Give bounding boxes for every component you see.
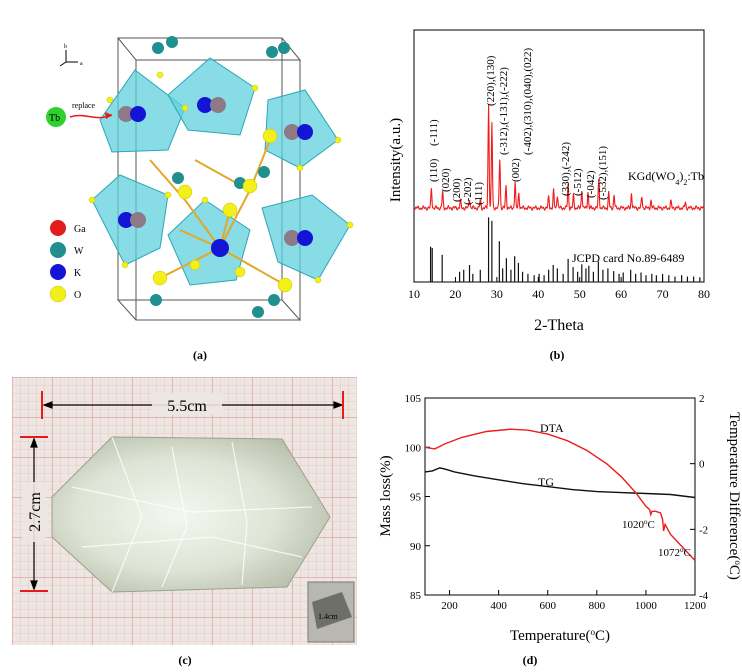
peak-220-130: (220),(130) <box>485 55 497 106</box>
height-label: 2.7cm <box>27 492 44 532</box>
caption-a: (a) <box>193 348 207 362</box>
panel-b-xrd-chart: 10 20 30 40 50 60 70 80 2-Theta Intensity(a.u.)… <box>370 0 742 345</box>
tg-line <box>424 467 696 499</box>
peak-m312: (-312),(-131),(-222) <box>498 67 510 155</box>
peak-m402: (-402),(310),(040),(022) <box>522 47 534 155</box>
replace-label: replace <box>72 101 96 110</box>
tg-y-tick-label: 100 <box>405 442 422 454</box>
legend-ga: Ga <box>74 224 86 235</box>
legend-o: O <box>74 290 81 301</box>
annot-1072: 1072oC <box>658 546 691 559</box>
tg-series-label: TG <box>538 475 554 489</box>
tg-y2-tick-label: -4 <box>699 590 709 602</box>
xrd-x-tick-label: 70 <box>657 287 669 301</box>
atom-legend: Ga W K O <box>49 220 86 303</box>
xrd-plot-frame <box>413 29 705 283</box>
tg-y2-axis-title: Temperature Difference(oC) <box>726 412 742 580</box>
xrd-card-series <box>429 217 701 282</box>
peak-111: (111) <box>473 182 485 205</box>
k-ga-atoms <box>118 97 313 257</box>
axis-a-label: a <box>80 61 83 67</box>
tg-dta-chart: 200 400 600 800 1000 1200 85 90 95 100 105 -4 -2 0 2… <box>378 393 742 644</box>
tg-y-tick-label: 85 <box>410 590 422 602</box>
crystal-photo: 5.5cm 2.7cm 1.4cm <box>12 377 357 645</box>
tb-replace-annotation: Tb replace <box>46 101 113 127</box>
tg-y2-axis: -4 -2 0 2 <box>690 393 709 602</box>
peak-m111: (-111) <box>428 119 440 146</box>
xrd-x-axis-title: 2-Theta <box>534 317 584 334</box>
panel-a-crystal-structure: b a <box>0 0 370 345</box>
peak-m512: (-512) <box>572 168 584 196</box>
peak-m042: (-042) <box>585 170 597 198</box>
panel-c-crystal-photo: 5.5cm 2.7cm 1.4cm <box>12 377 357 645</box>
xrd-card-label: JCPD card No.89-6489 <box>572 251 684 265</box>
crystal-structure-figure: b a <box>46 36 354 321</box>
tg-x-tick-label: 600 <box>539 600 556 612</box>
xrd-x-tick-label: 10 <box>408 287 420 301</box>
dta-line <box>424 428 696 561</box>
tg-x-tick-label: 1200 <box>684 600 707 612</box>
o-atoms <box>88 71 354 293</box>
xrd-chart: 10 20 30 40 50 60 70 80 2-Theta Intensity(a.u.)… <box>388 29 710 334</box>
peak-m532: (-532),(151) <box>597 146 609 200</box>
tg-x-tick-label: 800 <box>589 600 606 612</box>
peak-002: (002) <box>510 158 522 182</box>
tg-dta-series <box>424 428 696 561</box>
caption-c: (c) <box>178 653 192 667</box>
length-dimension <box>41 391 344 419</box>
xrd-sample-series <box>413 103 705 212</box>
tg-x-tick-label: 200 <box>441 600 458 612</box>
legend-w: W <box>74 246 84 257</box>
crystal-body <box>51 436 331 593</box>
xrd-x-tick-label: 60 <box>615 287 627 301</box>
axis-indicator: b a <box>59 44 83 67</box>
xrd-x-tick-label: 80 <box>698 287 710 301</box>
tg-y-tick-label: 105 <box>405 393 422 405</box>
peak-110: (110) <box>428 158 440 182</box>
tg-y-tick-label: 90 <box>410 541 422 553</box>
caption-d: (d) <box>522 653 538 667</box>
xrd-x-tick-label: 50 <box>574 287 586 301</box>
xrd-y-axis-title: Intensity(a.u.) <box>388 118 404 202</box>
tg-x-tick-label: 400 <box>490 600 507 612</box>
xrd-x-axis: 10 20 30 40 50 60 70 80 <box>408 277 710 301</box>
xrd-sample-label: KGd(WO4)2:Tb <box>628 169 704 187</box>
xrd-x-tick-label: 20 <box>449 287 461 301</box>
legend-k: K <box>74 268 82 279</box>
peak-m202: (-202) <box>462 177 474 205</box>
axis-b-label: b <box>64 44 67 50</box>
dta-series-label: DTA <box>540 421 564 435</box>
tg-y-tick-label: 95 <box>410 492 422 504</box>
tg-x-axis-title: Temperature(oC) <box>510 627 610 644</box>
tg-y2-tick-label: -2 <box>699 524 708 536</box>
height-dimension <box>20 436 48 592</box>
xrd-x-tick-label: 30 <box>491 287 503 301</box>
peak-330: (330),(-242) <box>560 142 572 196</box>
tg-x-tick-label: 1000 <box>635 600 658 612</box>
peak-020: (020) <box>440 168 452 192</box>
tg-y-axis-title: Mass loss(%) <box>378 455 394 536</box>
tg-x-axis: 200 400 600 800 1000 1200 <box>441 590 707 612</box>
xrd-sample-line <box>413 103 705 212</box>
panel-d-tg-dta-chart: 200 400 600 800 1000 1200 85 90 95 100 105 -4 -2 0 2… <box>370 378 742 650</box>
tg-y2-tick-label: 2 <box>699 393 705 405</box>
length-label: 5.5cm <box>167 398 207 415</box>
xrd-peak-annotations: (110) (-111) (020) (200) (-202) (111) (2… <box>428 47 609 205</box>
caption-b: (b) <box>549 348 565 362</box>
xrd-x-tick-label: 40 <box>532 287 544 301</box>
inset-label: 1.4cm <box>318 612 339 621</box>
peak-200: (200) <box>451 178 463 202</box>
annot-1020: 1020oC <box>622 518 655 531</box>
polyhedra <box>91 57 351 286</box>
tg-y2-tick-label: 0 <box>699 459 705 471</box>
tg-y-axis: 85 90 95 100 105 <box>405 393 430 602</box>
tb-label: Tb <box>49 113 60 124</box>
